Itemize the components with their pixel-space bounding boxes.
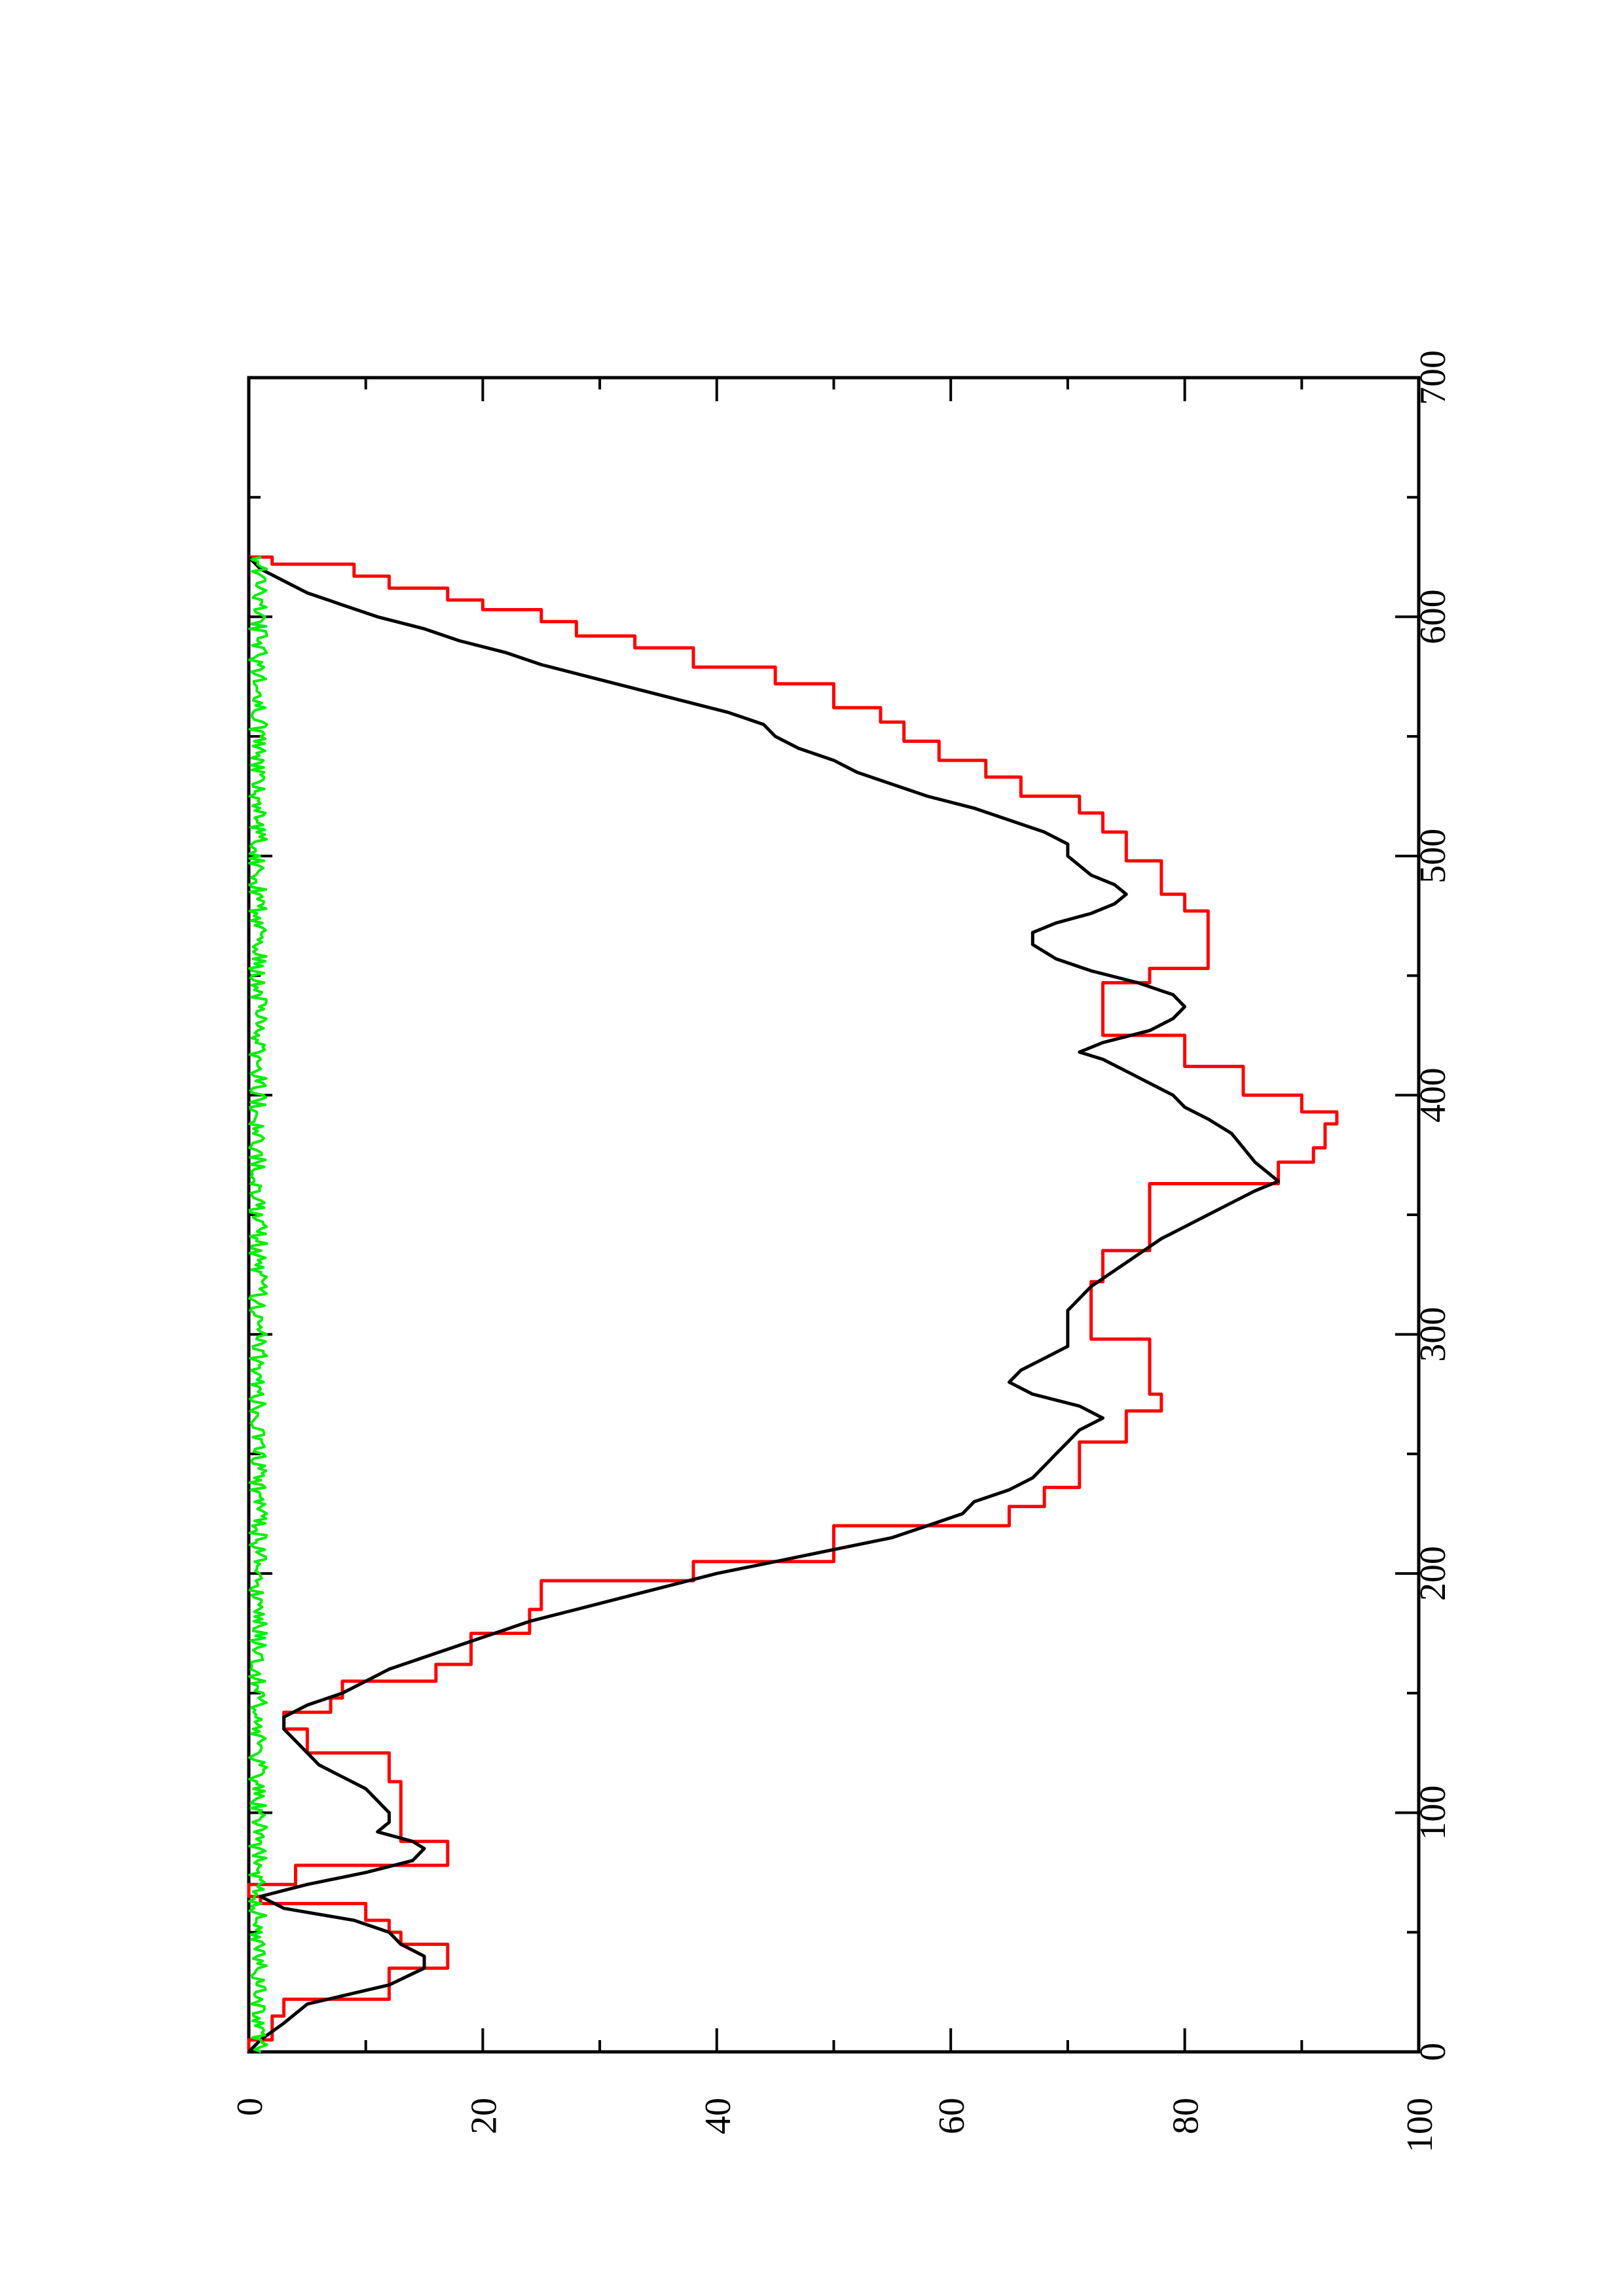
x-tick-label: 0: [1413, 2043, 1453, 2061]
x-tick-label: 400: [1413, 1067, 1453, 1122]
y-tick-label: 20: [464, 2098, 504, 2134]
tick-labels: 0 100 200 300 400 500 600 700 0 20 40 60 80 100: [230, 350, 1453, 2153]
series-line-2: [248, 556, 268, 2053]
x-tick-label: 100: [1413, 1785, 1453, 1840]
y-tick-label: 40: [698, 2098, 739, 2134]
x-tick-label: 600: [1413, 589, 1453, 644]
y-tick-label: 80: [1166, 2098, 1207, 2134]
y-tick-label: 0: [230, 2098, 270, 2116]
y-tick-label: 60: [932, 2098, 972, 2134]
y-tick-label: 100: [1400, 2098, 1440, 2153]
x-tick-label: 300: [1413, 1307, 1453, 1362]
x-tick-label: 500: [1413, 829, 1453, 884]
series-line-0: [247, 555, 1339, 2052]
x-tick-label: 700: [1413, 350, 1453, 405]
x-tick-label: 200: [1413, 1546, 1453, 1601]
series-layer: [247, 555, 1339, 2053]
series-line-1: [247, 556, 1281, 2053]
axis-ticks: [247, 376, 1420, 2053]
